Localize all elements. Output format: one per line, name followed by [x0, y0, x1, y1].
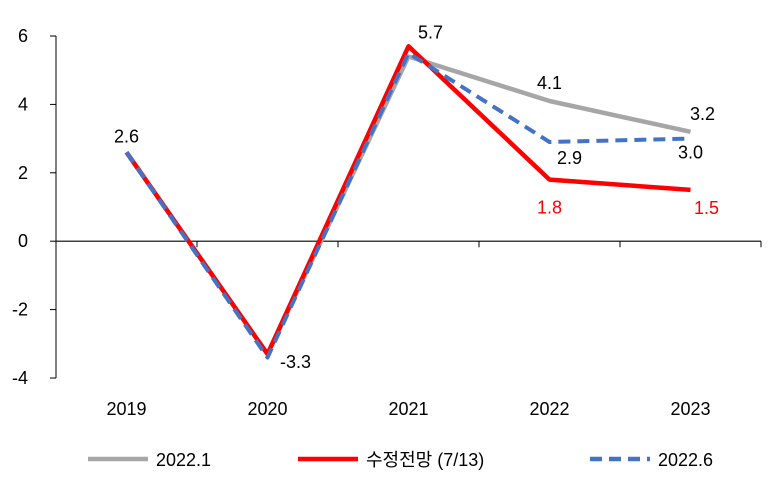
x-axis-ticks: 2019 2020 2021 2022 2023	[55, 241, 762, 419]
x-tick-label: 2023	[670, 399, 710, 419]
legend-item-2022-1: 2022.1	[88, 450, 211, 470]
series-line-revised-forecast	[124, 44, 691, 357]
y-tick-label: -4	[12, 368, 28, 388]
x-tick-label: 2021	[388, 399, 428, 419]
y-tick-label: 0	[18, 231, 28, 251]
legend-item-revised-forecast: 수정전망 (7/13)	[298, 450, 484, 470]
legend-label: 수정전망 (7/13)	[366, 450, 484, 470]
x-tick-label: 2022	[529, 399, 569, 419]
data-label: 5.7	[418, 22, 443, 42]
y-tick-label: 4	[18, 94, 28, 114]
data-label: 2.9	[557, 148, 582, 168]
series-line-2022-6	[124, 51, 691, 360]
x-tick-label: 2019	[106, 399, 146, 419]
data-label: 2.6	[114, 126, 139, 146]
legend: 2022.1 수정전망 (7/13) 2022.6	[88, 450, 713, 470]
y-tick-label: 2	[18, 163, 28, 183]
data-label: -3.3	[280, 352, 311, 372]
series-line-2022-1	[124, 54, 691, 357]
legend-item-2022-6: 2022.6	[590, 450, 713, 470]
x-tick-label: 2020	[247, 399, 287, 419]
data-label: 1.8	[537, 198, 562, 218]
data-label: 3.2	[690, 104, 715, 124]
legend-label: 2022.1	[156, 450, 211, 470]
data-label: 3.0	[678, 143, 703, 163]
legend-label: 2022.6	[658, 450, 713, 470]
y-axis-ticks: -4 -2 0 2 4 6	[12, 26, 56, 388]
y-tick-label: -2	[12, 300, 28, 320]
data-label: 1.5	[694, 198, 719, 218]
axes	[55, 36, 761, 378]
y-tick-label: 6	[18, 26, 28, 46]
data-labels: 4.1 3.2 2.6 -3.3 5.7 1.8 1.5 2.9 3.0	[114, 22, 719, 372]
series-lines	[124, 44, 691, 360]
data-label: 4.1	[537, 73, 562, 93]
